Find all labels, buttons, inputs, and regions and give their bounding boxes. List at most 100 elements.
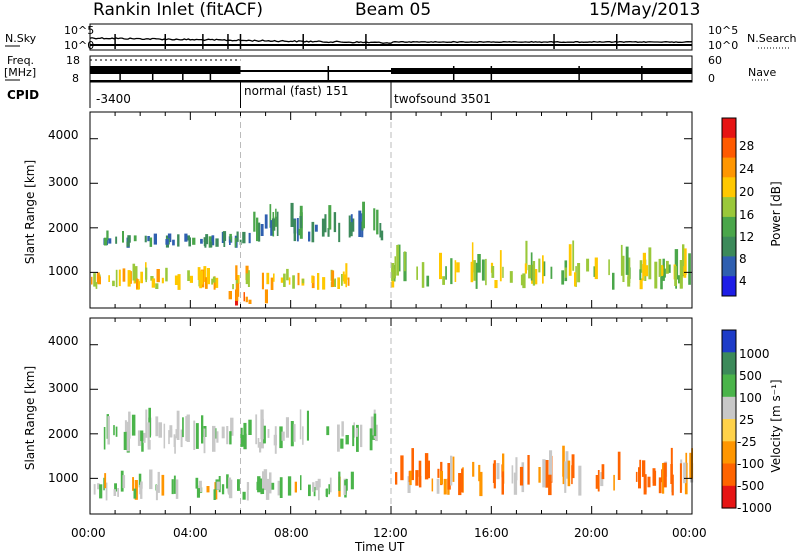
echo-cell bbox=[355, 427, 358, 437]
echo-cell bbox=[91, 276, 93, 285]
echo-cell bbox=[232, 284, 234, 290]
echo-cell bbox=[161, 277, 164, 284]
echo-cell bbox=[647, 476, 651, 488]
echo-cell bbox=[141, 434, 144, 452]
echo-cell bbox=[107, 416, 110, 445]
echo-cell bbox=[411, 448, 414, 481]
echo-cell bbox=[642, 252, 646, 277]
echo-cell bbox=[158, 422, 162, 438]
echo-cell bbox=[442, 276, 445, 285]
echo-cell bbox=[257, 222, 261, 242]
echo-cell bbox=[660, 267, 663, 290]
power-ylabel: Slant Range [km] bbox=[23, 159, 37, 265]
echo-cell bbox=[342, 271, 345, 282]
echo-cell bbox=[565, 451, 569, 479]
echo-cell bbox=[253, 211, 256, 232]
echo-cell bbox=[260, 409, 264, 440]
echo-cell bbox=[688, 253, 691, 285]
velocity-colorbar-swatch bbox=[722, 441, 736, 465]
echo-cell bbox=[314, 224, 318, 232]
echo-cell bbox=[564, 267, 567, 278]
vel-ytick-4000: 4000 bbox=[48, 334, 79, 348]
echo-cell bbox=[421, 262, 425, 288]
echo-cell bbox=[242, 231, 246, 244]
echo-cell bbox=[679, 260, 683, 289]
echo-cell bbox=[113, 489, 117, 496]
echo-cell bbox=[321, 218, 325, 237]
echo-cell bbox=[215, 277, 219, 288]
echo-cell bbox=[334, 278, 336, 287]
echo-cell bbox=[678, 275, 681, 284]
echo-cell bbox=[203, 237, 207, 243]
echo-cell bbox=[223, 239, 226, 247]
echo-cell bbox=[122, 231, 124, 243]
top-panels bbox=[5, 23, 790, 108]
echo-cell bbox=[195, 423, 199, 449]
echo-cell bbox=[245, 296, 248, 303]
cpid-segment-3: twofsound 3501 bbox=[394, 92, 491, 106]
power-ytick-2000: 2000 bbox=[48, 221, 79, 235]
vel-cb-title: Velocity [m s⁻¹] bbox=[769, 379, 783, 473]
vel-cb-m1000: -1000 bbox=[737, 501, 772, 515]
echo-cell bbox=[263, 469, 268, 491]
xtick-0800: 08:00 bbox=[274, 526, 309, 540]
echo-cell bbox=[137, 430, 141, 446]
echo-cell bbox=[349, 222, 353, 237]
echo-cell bbox=[533, 269, 538, 285]
echo-cell bbox=[293, 424, 296, 442]
echo-cell bbox=[169, 425, 173, 438]
echo-cell bbox=[263, 425, 266, 444]
echo-cell bbox=[200, 238, 203, 244]
echo-cell bbox=[189, 275, 193, 283]
power-colorbar-swatch bbox=[722, 118, 736, 139]
echo-cell bbox=[248, 299, 252, 304]
echo-cell bbox=[648, 247, 652, 280]
echo-cell bbox=[113, 425, 115, 436]
echo-cell bbox=[247, 482, 250, 490]
echo-cell bbox=[337, 277, 340, 289]
echo-cell bbox=[235, 265, 238, 281]
echo-cell bbox=[373, 208, 376, 231]
echo-cell bbox=[325, 488, 328, 497]
echo-cell bbox=[140, 271, 143, 284]
velocity-colorbar-swatch bbox=[722, 485, 736, 509]
echo-cell bbox=[317, 478, 321, 488]
xtick-2400: 00:00 bbox=[672, 526, 707, 540]
echo-cell bbox=[326, 426, 330, 436]
echo-cell bbox=[180, 429, 183, 448]
echo-cell bbox=[643, 474, 647, 495]
echo-cell bbox=[177, 274, 181, 290]
echo-cell bbox=[99, 484, 103, 499]
echo-cell bbox=[639, 269, 642, 280]
echo-cell bbox=[117, 488, 119, 497]
vel-ytick-3000: 3000 bbox=[48, 381, 79, 395]
echo-cell bbox=[496, 463, 500, 480]
echo-cell bbox=[612, 272, 615, 290]
echo-cell bbox=[234, 237, 237, 248]
echo-cell bbox=[122, 475, 126, 489]
echo-cell bbox=[296, 218, 299, 242]
echo-cell bbox=[118, 269, 121, 287]
echo-cell bbox=[139, 484, 143, 495]
echo-cell bbox=[243, 292, 245, 302]
echo-cell bbox=[396, 245, 399, 276]
echo-cell bbox=[522, 273, 526, 289]
echo-cell bbox=[333, 212, 337, 233]
echo-cell bbox=[345, 478, 348, 491]
echo-cell bbox=[416, 266, 418, 280]
echo-cell bbox=[527, 455, 530, 485]
nsearch-tick-low: 10^0 bbox=[708, 39, 739, 52]
echo-cell bbox=[452, 456, 455, 482]
echo-cell bbox=[237, 479, 240, 491]
power-cb-title: Power [dB] bbox=[769, 181, 783, 247]
echo-cell bbox=[132, 263, 136, 281]
echo-cell bbox=[300, 475, 302, 491]
echo-cell bbox=[168, 430, 170, 445]
echo-cell bbox=[601, 464, 605, 480]
echo-cell bbox=[153, 233, 157, 245]
echo-cell bbox=[149, 237, 153, 247]
echo-cell bbox=[172, 239, 175, 246]
echo-cell bbox=[174, 436, 176, 454]
velocity-colorbar-swatch bbox=[722, 396, 736, 420]
